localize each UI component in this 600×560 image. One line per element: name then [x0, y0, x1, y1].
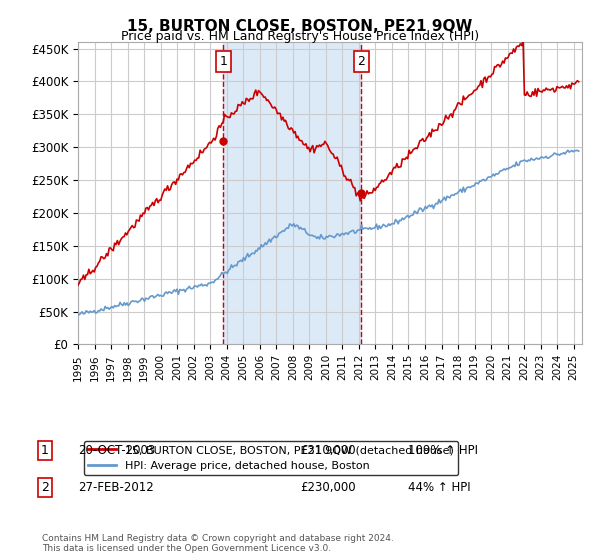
- Text: 2: 2: [41, 480, 49, 494]
- Bar: [223, 42, 361, 344]
- Text: 27-FEB-2012: 27-FEB-2012: [78, 480, 154, 494]
- Legend: 15, BURTON CLOSE, BOSTON, PE21 9QW (detached house), HPI: Average price, detache: 15, BURTON CLOSE, BOSTON, PE21 9QW (deta…: [83, 441, 458, 475]
- Text: £230,000: £230,000: [300, 480, 356, 494]
- Text: 1: 1: [220, 55, 227, 68]
- Text: 109% ↑ HPI: 109% ↑ HPI: [408, 444, 478, 458]
- Text: Contains HM Land Registry data © Crown copyright and database right 2024.
This d: Contains HM Land Registry data © Crown c…: [42, 534, 394, 553]
- Text: 1: 1: [41, 444, 49, 458]
- Text: £310,000: £310,000: [300, 444, 356, 458]
- Text: 2: 2: [358, 55, 365, 68]
- Text: 44% ↑ HPI: 44% ↑ HPI: [408, 480, 470, 494]
- Text: Price paid vs. HM Land Registry's House Price Index (HPI): Price paid vs. HM Land Registry's House …: [121, 30, 479, 43]
- Text: 20-OCT-2003: 20-OCT-2003: [78, 444, 155, 458]
- Text: 15, BURTON CLOSE, BOSTON, PE21 9QW: 15, BURTON CLOSE, BOSTON, PE21 9QW: [127, 19, 473, 34]
